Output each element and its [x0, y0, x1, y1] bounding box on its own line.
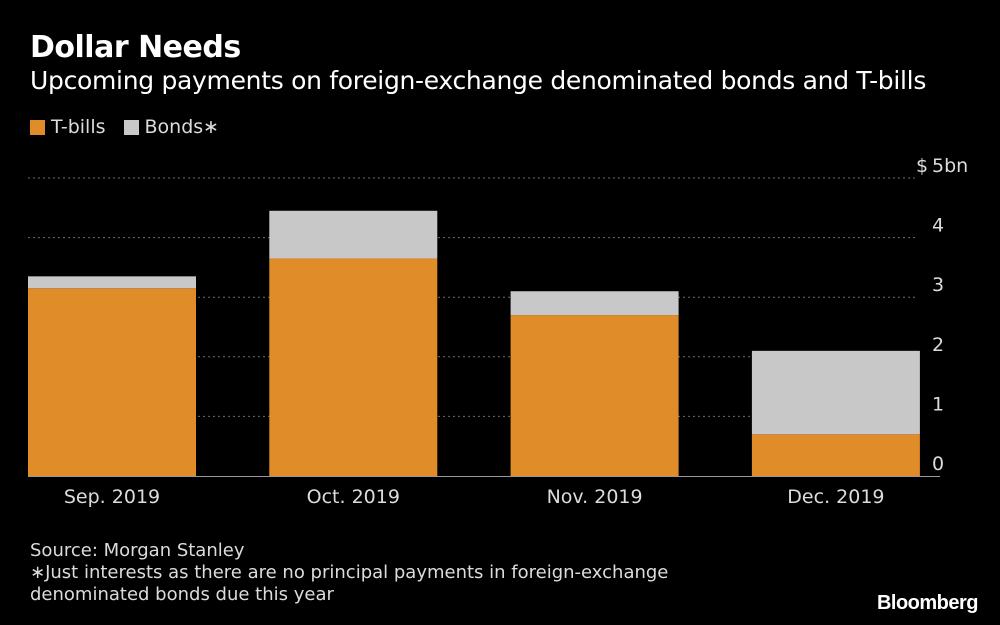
chart-title: Dollar Needs	[30, 30, 241, 65]
chart-subtitle: Upcoming payments on foreign-exchange de…	[30, 66, 927, 95]
legend-swatch-bonds	[123, 119, 139, 135]
y-unit-label: $	[916, 155, 928, 177]
legend-swatch-tbills	[30, 119, 45, 135]
x-tick-label: Dec. 2019	[787, 486, 884, 508]
legend-item-bonds: Bonds∗	[123, 116, 220, 138]
footer: Source: Morgan Stanley ∗Just interests a…	[30, 540, 668, 606]
x-tick-label: Nov. 2019	[547, 486, 643, 508]
y-tick-label: 5bn	[932, 155, 968, 177]
bar-bonds	[269, 210, 438, 259]
y-tick-label: 1	[932, 393, 944, 415]
x-tick-label: Sep. 2019	[64, 486, 160, 508]
bar-bonds	[751, 350, 920, 435]
footnote-line-1: ∗Just interests as there are no principa…	[30, 562, 669, 583]
legend-label-tbills: T-bills	[51, 116, 106, 138]
bloomberg-logo: Bloomberg	[876, 592, 979, 614]
legend-item-tbills: T-bills	[30, 116, 106, 138]
source-note: Source: Morgan Stanley	[30, 540, 245, 561]
y-tick-label: 0	[932, 453, 944, 475]
bar-tbills	[28, 288, 196, 476]
bar-bonds	[28, 276, 196, 289]
bar-tbills	[751, 434, 920, 476]
y-tick-label: 2	[932, 334, 944, 356]
bar-bonds	[510, 291, 679, 316]
x-tick-label: Oct. 2019	[307, 486, 400, 508]
legend-label-bonds: Bonds∗	[144, 116, 220, 138]
footnote-line-2: denominated bonds due this year	[30, 584, 334, 605]
y-tick-label: 3	[932, 274, 944, 296]
bar-tbills	[510, 315, 679, 476]
legend: T-bills Bonds∗	[30, 116, 237, 138]
bar-tbills	[269, 258, 438, 476]
y-tick-label: 4	[932, 215, 944, 237]
